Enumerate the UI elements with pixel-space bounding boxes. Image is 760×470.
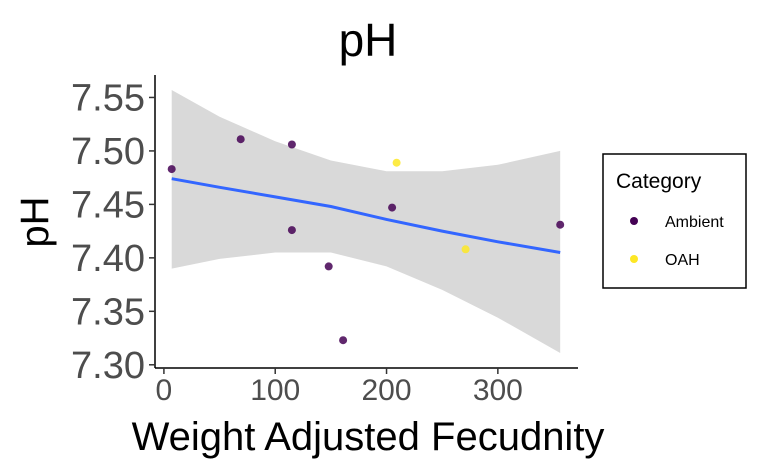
x-axis-ticks: 0 100 200 300 [156, 368, 523, 407]
x-tick-label: 200 [362, 374, 412, 407]
data-point-ambient [236, 135, 245, 144]
y-tick-label: 7.45 [71, 184, 145, 226]
data-point-ambient [167, 165, 176, 174]
y-tick-label: 7.35 [71, 291, 145, 333]
legend-box [602, 153, 747, 289]
y-axis-ticks: 7.30 7.35 7.40 7.45 7.50 7.55 [71, 77, 155, 387]
data-point-ambient [287, 140, 296, 149]
trend-line-layer [171, 177, 561, 254]
confidence-band [171, 90, 561, 353]
legend-key-ambient [630, 217, 638, 225]
y-tick-label: 7.30 [71, 345, 145, 387]
legend-label-oah: OAH [665, 252, 700, 269]
data-point-ambient [324, 262, 333, 271]
legend-label-ambient: Ambient [665, 214, 724, 231]
data-point-ambient [339, 336, 348, 345]
y-tick-label: 7.55 [71, 77, 145, 119]
legend-key-oah [630, 255, 638, 263]
confidence-band-layer [171, 90, 561, 353]
x-axis-title: Weight Adjusted Fecudnity [132, 415, 605, 459]
y-tick-label: 7.40 [71, 238, 145, 280]
data-point-ambient [287, 226, 296, 235]
data-points-layer [167, 135, 565, 345]
x-tick-label: 100 [250, 374, 300, 407]
data-point-oah [392, 158, 401, 167]
data-point-ambient [556, 220, 565, 229]
x-tick-label: 0 [156, 374, 173, 407]
legend-entries: Ambient OAH [630, 214, 724, 269]
y-axis-title: pH [13, 196, 57, 247]
data-point-ambient [388, 203, 397, 212]
data-point-oah [461, 245, 470, 254]
y-tick-label: 7.50 [71, 131, 145, 173]
x-tick-label: 300 [473, 374, 523, 407]
axes: 7.30 7.35 7.40 7.45 7.50 7.55 0 100 200 300 [71, 75, 578, 407]
legend-title: Category [616, 170, 702, 193]
chart-title: pH [339, 14, 398, 66]
legend: Category Ambient OAH [602, 153, 747, 289]
trend-line [171, 177, 561, 254]
